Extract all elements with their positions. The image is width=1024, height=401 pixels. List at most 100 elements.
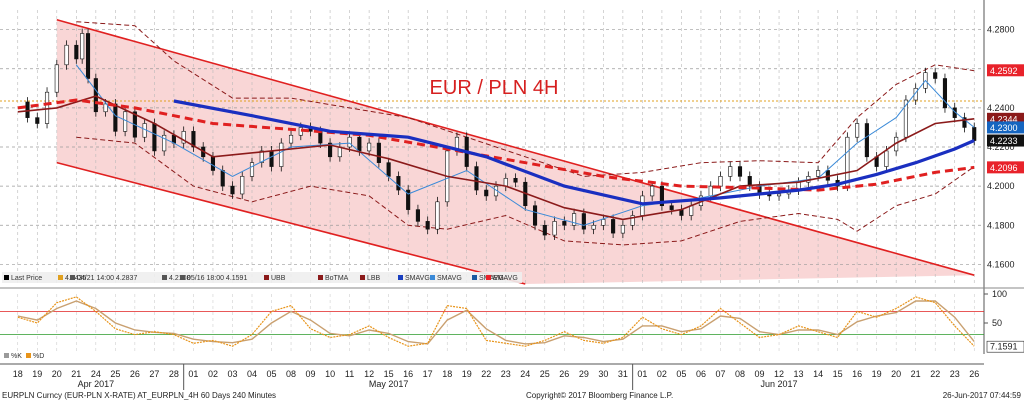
candle [396, 171, 401, 195]
candle [942, 73, 948, 113]
x-tick-label: 08 [735, 369, 745, 379]
indicator-tick-label: 50 [992, 318, 1002, 328]
security-footer: EURPLN Curncy (EUR-PLN X-RATE) AT_EURPLN… [2, 391, 276, 400]
legend-swatch [58, 275, 63, 280]
candle-body [855, 123, 860, 138]
candle-body [85, 33, 91, 79]
legend-bg [2, 272, 522, 283]
channel-upper-line [56, 19, 975, 276]
x-tick-label: 06 [696, 369, 706, 379]
x-tick-label: 07 [715, 369, 725, 379]
candle [611, 214, 616, 239]
candle [191, 126, 196, 152]
candle-body [689, 205, 694, 216]
candle-body [601, 219, 606, 226]
x-tick-label: 22 [930, 369, 940, 379]
candle-body [240, 176, 245, 195]
candle-body [328, 142, 333, 158]
candle [542, 220, 547, 240]
candle-body [367, 142, 372, 152]
x-tick-label: 02 [208, 369, 218, 379]
y-tick-label: 4.2000 [987, 181, 1015, 191]
indicator-legend-swatch [26, 353, 31, 358]
x-tick-label: 28 [169, 369, 179, 379]
legend-label: 05/16 18:00 4.1591 [187, 275, 247, 282]
price-tag-bg [987, 161, 1024, 174]
candle [962, 112, 967, 133]
candle [650, 181, 655, 201]
candle [562, 216, 567, 231]
candle-body [972, 127, 977, 141]
x-tick-label: 21 [71, 369, 81, 379]
candle-body [503, 178, 508, 187]
y-tick-label: 4.1800 [987, 220, 1015, 230]
candle-body [162, 134, 167, 152]
candle-body [776, 193, 782, 197]
candle-body [581, 213, 586, 230]
legend-swatch [360, 275, 365, 280]
candle [64, 40, 69, 70]
candle-body [816, 170, 821, 177]
candle-body [737, 166, 743, 177]
x-tick-label: 08 [286, 369, 296, 379]
x-month-label: Jun 2017 [761, 379, 798, 389]
legend-label: LBB [367, 275, 381, 282]
x-tick-label: 01 [188, 369, 198, 379]
x-tick-label: 27 [149, 369, 159, 379]
candle [85, 28, 91, 84]
x-tick-label: 15 [833, 369, 843, 379]
candle-body [64, 44, 69, 66]
candle-body [269, 150, 274, 167]
candle [367, 138, 372, 156]
candle-body [708, 185, 713, 197]
x-tick-label: 03 [227, 369, 237, 379]
candle [230, 181, 235, 199]
candle [532, 200, 538, 231]
price-tag: 4.2233 [987, 134, 1024, 147]
candle [103, 99, 108, 117]
chart-title: EUR / PLN 4H [430, 77, 559, 99]
legend-swatch [318, 275, 323, 280]
candle-body [386, 162, 391, 177]
price-tag: 4.2300 [987, 121, 1024, 134]
legend-label: 4.2435 [65, 275, 87, 282]
price-tag-label: 4.2344 [990, 114, 1018, 124]
y-tick-label: 4.2200 [987, 142, 1015, 152]
candle-body [230, 185, 235, 195]
legend-swatch [162, 275, 167, 280]
candle-body [181, 131, 186, 144]
candle [288, 130, 294, 148]
candle-body [845, 136, 850, 187]
x-tick-label: 18 [442, 369, 452, 379]
indicator-last-bg [986, 340, 1024, 353]
price-tag-label: 4.2300 [990, 123, 1018, 133]
x-tick-label: 20 [52, 369, 62, 379]
candle [80, 28, 85, 64]
x-tick-label: 05 [267, 369, 277, 379]
x-tick-label: 09 [306, 369, 316, 379]
candle-body [396, 176, 401, 191]
price-panel: 4.28004.26004.24004.22004.20004.18004.16… [0, 0, 1024, 354]
candle [581, 208, 586, 235]
x-tick-label: 25 [540, 369, 550, 379]
candle [425, 216, 430, 235]
candle [591, 220, 596, 235]
sma-main-line [173, 99, 975, 206]
legend-label: SMAVG [437, 275, 462, 282]
x-tick-label: 05 [676, 369, 686, 379]
candle-body [113, 103, 118, 132]
candle-body [552, 221, 557, 236]
bollinger-upper [76, 21, 975, 177]
x-axis: 18 19 20 21 24 25 26 27 28 01 02 03 04 05 08 09 10 11 12 15… [0, 363, 984, 390]
candle-body [279, 142, 284, 167]
candle-body [933, 72, 938, 79]
legend-label: EMAVG [493, 275, 518, 282]
x-tick-label: 21 [911, 369, 921, 379]
candle-body [191, 131, 196, 148]
candle [162, 130, 167, 156]
legend-swatch [472, 275, 477, 280]
candle-body [630, 215, 635, 226]
legend-label: SMAVG [479, 275, 504, 282]
